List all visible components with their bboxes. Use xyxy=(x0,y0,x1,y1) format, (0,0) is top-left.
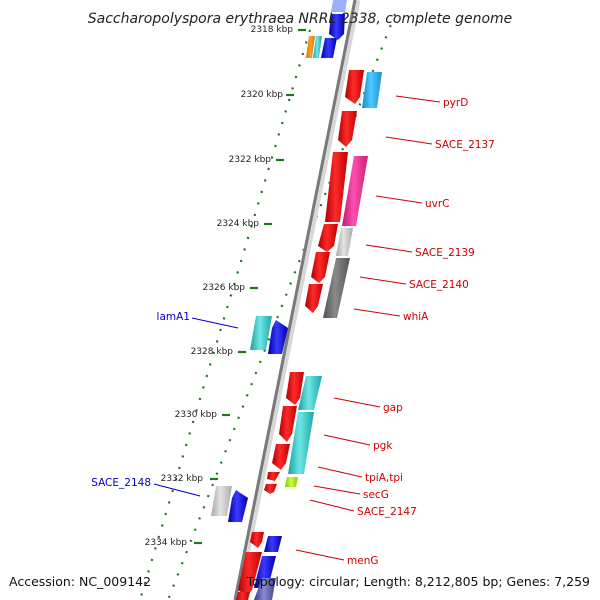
tick-label-2324: 2324 kbp xyxy=(217,219,260,229)
gene-red-block-5[interactable] xyxy=(279,406,297,442)
leader-lamA1 xyxy=(191,317,239,329)
topology-text: Topology: circular; Length: 8,212,805 bp… xyxy=(246,574,590,589)
map-title: Saccharopolyspora erythraea NRRL 2338, c… xyxy=(88,11,513,27)
gene-top-cyan-small[interactable] xyxy=(313,36,322,58)
label-lamA1[interactable]: lamA1 xyxy=(157,311,190,323)
gene-SACE_2137[interactable] xyxy=(338,111,357,147)
gene-labels-right: pyrD SACE_2137 uvrC SACE_2139 SACE_2140 … xyxy=(347,97,495,567)
gene-top-blue[interactable] xyxy=(329,14,345,40)
leader-SACE_2137 xyxy=(385,136,433,145)
leader-pgk xyxy=(323,434,371,446)
tick-label-2334: 2334 kbp xyxy=(145,538,188,548)
gene-SACE_2148[interactable] xyxy=(211,486,232,516)
gene-lamA1[interactable] xyxy=(250,316,272,350)
genome-backbone-shadow xyxy=(233,0,361,600)
leader-tpiA xyxy=(317,466,363,478)
tick-label-2322: 2322 kbp xyxy=(229,155,272,165)
leader-lines-right xyxy=(295,95,441,561)
gene-labels-left: lamA1 SACE_2148 xyxy=(91,311,190,489)
label-SACE_2137[interactable]: SACE_2137 xyxy=(435,139,495,151)
gene-pyrD-partner[interactable] xyxy=(362,72,382,108)
leader-gap xyxy=(333,397,381,408)
gene-SACE_2148-blue[interactable] xyxy=(228,490,248,522)
gene-pyrD[interactable] xyxy=(345,70,364,104)
tick-label-2332: 2332 kbp xyxy=(161,474,204,484)
leader-pyrD xyxy=(395,95,441,103)
gene-blue-bottom[interactable] xyxy=(254,556,276,588)
leader-SACE_2140 xyxy=(359,276,407,285)
label-gap[interactable]: gap xyxy=(383,402,403,414)
gene-pgk[interactable] xyxy=(288,412,314,474)
gene-whiA[interactable] xyxy=(305,284,323,313)
accession-text: Accession: NC_009142 xyxy=(9,574,151,589)
leader-menG xyxy=(295,549,345,561)
label-pgk[interactable]: pgk xyxy=(373,440,393,452)
label-secG[interactable]: secG xyxy=(363,489,389,501)
leader-whiA xyxy=(353,308,401,317)
gene-red-block-2[interactable] xyxy=(318,224,338,252)
leader-SACE_2148 xyxy=(153,483,201,497)
genes-inner-strand[interactable] xyxy=(211,316,288,522)
tick-label-2320: 2320 kbp xyxy=(241,90,284,100)
label-SACE_2148[interactable]: SACE_2148 xyxy=(91,477,151,489)
gene-top-blue-2[interactable] xyxy=(321,38,337,58)
tick-label-2330: 2330 kbp xyxy=(175,410,218,420)
gene-menG[interactable] xyxy=(250,532,264,548)
label-SACE_2147[interactable]: SACE_2147 xyxy=(357,506,417,518)
gene-menG-partner[interactable] xyxy=(264,536,282,552)
gene-group-top[interactable] xyxy=(306,0,347,58)
label-SACE_2139[interactable]: SACE_2139 xyxy=(415,247,475,259)
genome-backbone xyxy=(233,0,357,600)
leader-secG xyxy=(313,485,361,495)
gene-red-block-4[interactable] xyxy=(286,372,304,405)
tick-labels: 2318 kbp 2320 kbp 2322 kbp 2324 kbp 2326… xyxy=(145,25,294,548)
leader-SACE_2147 xyxy=(309,499,355,512)
gene-uvrC[interactable] xyxy=(342,156,368,226)
gene-lamA1-blue[interactable] xyxy=(268,320,288,354)
gene-SACE_2147[interactable] xyxy=(264,484,277,494)
gene-SACE_2140[interactable] xyxy=(323,258,350,318)
gene-navy-bottom[interactable] xyxy=(254,578,276,600)
tick-label-2326: 2326 kbp xyxy=(203,283,246,293)
gene-red-block-6[interactable] xyxy=(272,444,290,470)
gene-top-orange[interactable] xyxy=(306,36,315,58)
label-pyrD[interactable]: pyrD xyxy=(443,97,468,109)
label-SACE_2140[interactable]: SACE_2140 xyxy=(409,279,469,291)
label-uvrC[interactable]: uvrC xyxy=(425,198,450,210)
leader-SACE_2139 xyxy=(365,244,413,253)
leader-lines-left xyxy=(153,317,239,497)
gene-tpiA[interactable] xyxy=(267,472,280,481)
gene-red-bottom[interactable] xyxy=(238,552,262,596)
label-tpiA-tpi[interactable]: tpiA,tpi xyxy=(365,472,403,484)
gene-red-block-3[interactable] xyxy=(311,252,330,283)
label-menG[interactable]: menG xyxy=(347,555,378,567)
genes-outer-strand[interactable] xyxy=(236,70,382,600)
gene-gap[interactable] xyxy=(298,376,322,410)
gene-secG[interactable] xyxy=(285,477,298,487)
tick-marks xyxy=(194,28,306,545)
tick-label-2328: 2328 kbp xyxy=(191,347,234,357)
label-whiA[interactable]: whiA xyxy=(403,311,429,323)
tick-label-2318: 2318 kbp xyxy=(251,25,294,35)
gene-red-block-1[interactable] xyxy=(325,152,348,222)
gene-SACE_2139[interactable] xyxy=(336,228,353,256)
leader-uvrC xyxy=(375,195,423,204)
gene-red-bottom-2[interactable] xyxy=(236,592,250,600)
gene-top-lightblue[interactable] xyxy=(331,0,347,12)
